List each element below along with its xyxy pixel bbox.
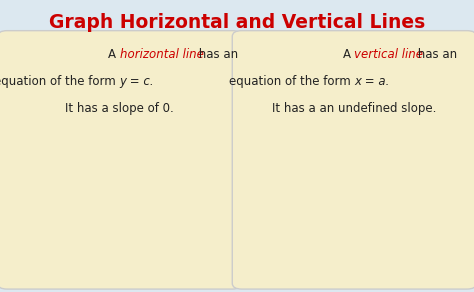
Text: It has a an undefined slope.: It has a an undefined slope.: [272, 102, 437, 114]
Text: A: A: [343, 48, 354, 60]
Text: vertical line: vertical line: [354, 48, 423, 60]
Text: y: y: [94, 165, 101, 178]
Text: x = a.: x = a.: [354, 75, 390, 88]
Text: x: x: [211, 228, 219, 241]
Text: x: x: [446, 228, 453, 241]
Text: equation of the form: equation of the form: [229, 75, 354, 88]
Text: equation of the form: equation of the form: [0, 75, 119, 88]
Text: horizontal line: horizontal line: [119, 48, 203, 60]
Text: x = a: x = a: [419, 190, 459, 204]
Text: y: y: [329, 165, 336, 178]
Text: It has a slope of 0.: It has a slope of 0.: [65, 102, 174, 114]
Text: A: A: [108, 48, 119, 60]
Text: has an: has an: [414, 48, 457, 60]
Text: has an: has an: [194, 48, 237, 60]
Text: y = c: y = c: [163, 184, 201, 198]
Text: Graph Horizontal and Vertical Lines: Graph Horizontal and Vertical Lines: [49, 13, 425, 32]
Text: y = c.: y = c.: [119, 75, 155, 88]
